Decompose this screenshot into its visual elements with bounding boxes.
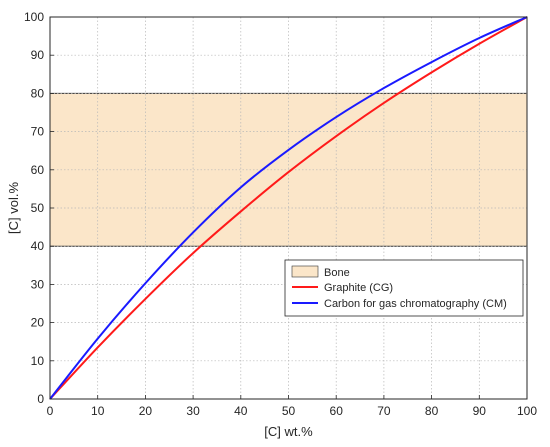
x-tick-label: 0	[47, 404, 54, 418]
legend: Bone Graphite (CG) Carbon for gas chroma…	[284, 259, 524, 317]
x-tick-label: 60	[330, 404, 344, 418]
legend-label-carbon-gc: Carbon for gas chromatography (CM)	[324, 298, 507, 310]
series-layer	[49, 16, 528, 400]
tick-labels: 0 10 20 30 40 50 60 70 80 90 100 0 10 20 30 40 50 60 70 80 9…	[24, 10, 537, 418]
y-tick-label: 0	[37, 392, 44, 406]
x-tick-label: 70	[377, 404, 391, 418]
y-tick-label: 100	[24, 10, 44, 24]
y-tick-label: 90	[31, 48, 45, 62]
x-tick-label: 40	[234, 404, 248, 418]
x-tick-label: 50	[282, 404, 296, 418]
x-axis-label: [C] wt.%	[264, 424, 313, 439]
legend-swatch-bone	[291, 265, 319, 278]
y-tick-label: 50	[31, 201, 45, 215]
x-tick-label: 10	[91, 404, 105, 418]
series-carbon-gc	[49, 16, 528, 400]
y-tick-label: 10	[31, 354, 45, 368]
x-tick-label: 30	[186, 404, 200, 418]
y-tick-label: 20	[31, 316, 45, 330]
y-tick-label: 70	[31, 125, 45, 139]
x-tick-label: 20	[139, 404, 153, 418]
legend-box	[284, 259, 524, 317]
y-tick-label: 60	[31, 163, 45, 177]
y-tick-label: 30	[31, 277, 45, 291]
legend-label-graphite: Graphite (CG)	[324, 282, 393, 294]
x-tick-label: 100	[517, 404, 537, 418]
x-tick-label: 80	[425, 404, 439, 418]
y-axis-label: [C] vol.%	[6, 182, 21, 234]
y-tick-label: 80	[31, 86, 45, 100]
grid	[50, 17, 527, 399]
y-tick-label: 40	[31, 239, 45, 253]
series-graphite	[49, 16, 528, 400]
x-tick-label: 90	[473, 404, 487, 418]
legend-label-bone: Bone	[324, 267, 350, 279]
